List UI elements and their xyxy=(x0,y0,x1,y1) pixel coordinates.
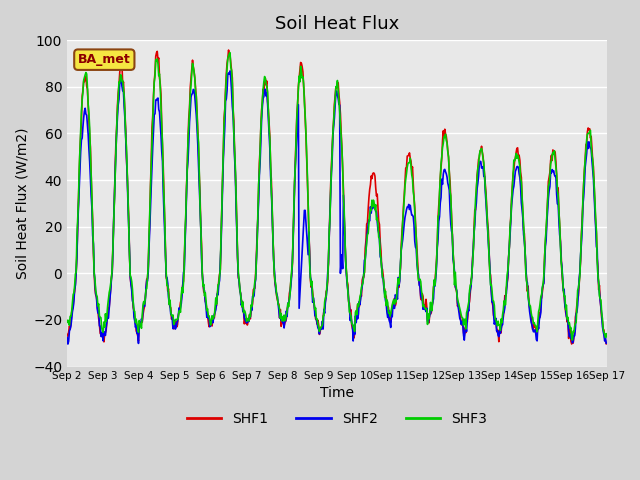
Text: BA_met: BA_met xyxy=(78,53,131,66)
Y-axis label: Soil Heat Flux (W/m2): Soil Heat Flux (W/m2) xyxy=(15,128,29,279)
X-axis label: Time: Time xyxy=(320,385,354,400)
Legend: SHF1, SHF2, SHF3: SHF1, SHF2, SHF3 xyxy=(181,407,493,432)
Title: Soil Heat Flux: Soil Heat Flux xyxy=(275,15,399,33)
